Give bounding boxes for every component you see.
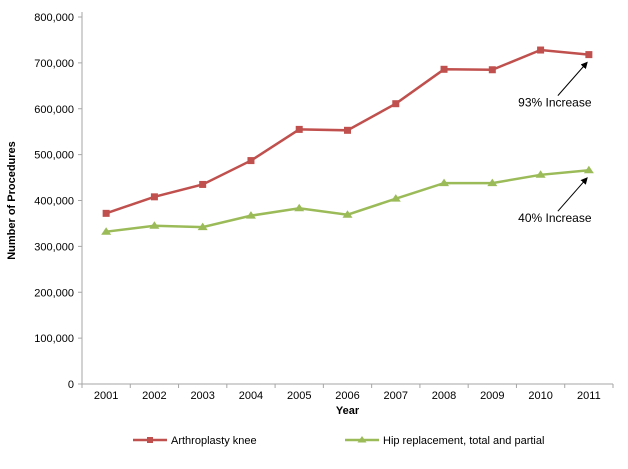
series-marker-triangle	[149, 221, 160, 229]
series-marker-square	[585, 51, 593, 59]
series-marker-triangle	[101, 227, 112, 235]
series-marker-square	[247, 157, 255, 165]
legend	[133, 436, 379, 443]
series-line	[105, 168, 589, 233]
series-marker-square	[488, 66, 496, 74]
y-axis-title: Number of Procedures	[6, 141, 18, 260]
x-axis-tick-label: 2007	[384, 390, 408, 402]
legend-item	[345, 436, 379, 443]
series-marker-square	[147, 437, 153, 443]
series-marker-triangle	[245, 211, 256, 219]
annotation-text: 93% Increase	[518, 96, 592, 110]
plot-area: 0 100,000 200,000 300,000 400,000 500,000 600,…	[6, 12, 614, 447]
y-axis-tick-label: 100,000	[34, 333, 74, 345]
y-axis-tick-label: 200,000	[34, 287, 74, 299]
series-arthroplasty-knee	[102, 46, 593, 217]
x-axis-tick-label: 2011	[577, 390, 601, 402]
series-marker-square	[537, 46, 545, 54]
series-marker-square	[295, 125, 303, 133]
x-axis-tick-label: 2006	[335, 390, 359, 402]
x-axis-tick-label: 2002	[142, 390, 166, 402]
series-marker-square	[199, 180, 207, 188]
series-marker-triangle	[390, 194, 401, 202]
annotation	[557, 61, 588, 96]
y-axis-tick-label: 500,000	[34, 150, 74, 162]
y-axis-tick-label: 600,000	[34, 104, 74, 116]
x-axis-tick-label: 2009	[480, 390, 504, 402]
legend-label: Arthroplasty knee	[171, 435, 257, 447]
series-marker-triangle	[197, 222, 208, 231]
y-axis-tick-label: 300,000	[34, 241, 74, 253]
x-axis-tick-label: 2004	[239, 390, 263, 402]
legend-item	[133, 437, 167, 443]
x-axis-tick-label: 2005	[287, 390, 311, 402]
series-marker-triangle	[342, 210, 353, 218]
x-axis-tick-label: 2008	[432, 390, 456, 402]
annotation-text: 40% Increase	[518, 211, 592, 225]
series-marker-triangle	[439, 178, 450, 187]
annotation-arrow	[557, 61, 588, 96]
annotation-arrow	[557, 177, 588, 212]
x-axis-tick-label: 2010	[528, 390, 552, 402]
x-axis-title: Year	[336, 405, 360, 417]
y-axis-tick-label: 400,000	[34, 196, 74, 208]
series-marker-square	[150, 193, 158, 201]
series-marker-square	[440, 65, 448, 73]
series-marker-triangle	[583, 165, 594, 174]
x-axis-tick-label: 2003	[190, 390, 214, 402]
y-axis-tick-label: 0	[68, 379, 74, 391]
series-marker-square	[344, 126, 351, 134]
x-axis-tick-label: 2001	[94, 390, 118, 402]
legend-label: Hip replacement, total and partial	[383, 435, 544, 447]
series-marker-triangle	[294, 203, 305, 212]
annotation	[557, 177, 588, 212]
series-marker-square	[392, 100, 400, 108]
series-hip-replacement-total-and-partial	[101, 165, 594, 235]
series-marker-square	[102, 209, 110, 217]
series-marker-triangle	[487, 178, 498, 187]
y-axis-tick-label: 800,000	[34, 12, 74, 24]
y-axis-tick-label: 700,000	[34, 58, 74, 70]
series-marker-triangle	[535, 170, 546, 178]
series-marker-triangle	[357, 436, 367, 443]
